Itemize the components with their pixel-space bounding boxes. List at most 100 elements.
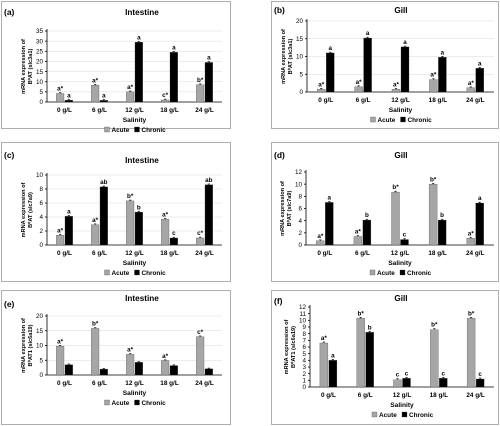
panel-border [1, 142, 231, 282]
bar-chronic [437, 219, 447, 246]
y-tick-label: 11 [299, 311, 306, 318]
significance-label: a* [127, 347, 134, 354]
significance-label: a* [468, 80, 475, 87]
significance-label: a* [317, 233, 324, 240]
significance-label: b* [358, 310, 365, 317]
legend-swatch-acute [104, 399, 110, 406]
bar-acute [430, 329, 439, 388]
bar-chronic [99, 100, 108, 103]
bar-acute [393, 379, 402, 388]
legend-label: Chronic [408, 117, 433, 124]
significance-label: b* [430, 176, 437, 183]
bar-acute [161, 99, 170, 103]
y-tick-label: 7 [302, 338, 306, 345]
significance-label: a* [162, 211, 169, 218]
x-tick-label: 12 g/L [125, 380, 144, 387]
significance-label: c [172, 230, 176, 237]
bar-acute [91, 224, 100, 246]
significance-label: b [137, 204, 141, 211]
bar-chronic [169, 365, 178, 376]
y-axis-label: mRNA expression ofB⁰AT1 (slc6a19) [21, 318, 34, 373]
x-tick-label: 18 g/L [430, 392, 449, 399]
significance-label: a [328, 45, 332, 52]
y-axis-label-line: mRNA expression of [280, 181, 286, 236]
bar-acute [91, 328, 100, 376]
significance-label: c [405, 370, 409, 377]
y-axis-label-line: mRNA expression of [21, 318, 27, 373]
x-axis-label: Salinity [123, 117, 147, 124]
y-tick-label: 2 [302, 371, 306, 378]
x-tick-label: 18 g/L [428, 250, 447, 257]
significance-label: b* [468, 310, 475, 317]
x-tick-label: 12 g/L [125, 107, 144, 114]
chart-title: Gill [394, 294, 407, 303]
y-tick-label: 0 [39, 99, 43, 106]
significance-label: a [67, 92, 71, 99]
bar-chronic [363, 37, 372, 93]
bar-chronic [204, 368, 213, 376]
chart-title: Intestine [125, 156, 159, 165]
x-tick-label: 24 g/L [466, 392, 485, 399]
bar-acute [466, 87, 475, 93]
panel-border [1, 290, 231, 425]
bar-acute [56, 345, 65, 376]
significance-label: b [440, 212, 444, 219]
significance-label: a [441, 49, 445, 56]
chart-title: Intestine [125, 294, 159, 303]
x-tick-label: 18 g/L [160, 250, 179, 257]
bar-chronic [325, 202, 334, 246]
y-axis-label-line: B⁰AT (slc3a1) [287, 39, 294, 75]
y-axis-label-line: mRNA expression of [284, 319, 290, 374]
y-tick-label: 0 [39, 372, 43, 379]
significance-label: a* [162, 353, 169, 360]
y-tick-label: 2 [298, 230, 302, 237]
bar-acute [391, 89, 401, 93]
bar-chronic [402, 378, 411, 388]
y-tick-label: 15 [296, 36, 304, 43]
y-tick-label: 10 [295, 181, 303, 188]
y-tick-label: 6 [39, 200, 43, 207]
legend-swatch-chronic [400, 116, 406, 123]
y-tick-label: 4 [39, 214, 43, 221]
significance-label: a [331, 352, 335, 359]
x-tick-label: 24 g/L [466, 97, 485, 104]
significance-label: b* [392, 184, 399, 191]
significance-label: a* [57, 86, 64, 93]
bar-acute [196, 84, 205, 103]
significance-label: a [403, 39, 407, 46]
significance-label: a [67, 208, 71, 215]
panel-letter: (d) [274, 150, 285, 160]
y-tick-label: 10 [36, 172, 44, 179]
y-tick-label: 0 [299, 89, 303, 96]
significance-label: a [478, 195, 482, 202]
x-tick-label: 12 g/L [393, 392, 412, 399]
y-tick-label: 15 [36, 69, 44, 76]
significance-label: b* [431, 322, 438, 329]
panel-border [1, 1, 231, 129]
bar-chronic [169, 237, 178, 246]
panel-border [271, 1, 499, 129]
significance-label: a* [393, 81, 400, 88]
significance-label: a* [318, 81, 325, 88]
y-tick-label: 25 [36, 48, 44, 55]
bar-chronic [134, 211, 143, 246]
significance-label: a* [92, 77, 99, 84]
bar-acute [56, 235, 65, 246]
chart-title: Gill [394, 6, 407, 15]
significance-label: a* [92, 217, 99, 224]
significance-label: c [403, 232, 407, 239]
bar-chronic [134, 362, 143, 376]
legend-swatch-acute [371, 411, 378, 418]
y-tick-label: 4 [298, 218, 302, 225]
x-axis-label: Salinity [123, 260, 147, 267]
legend-swatch-chronic [399, 269, 406, 276]
y-tick-label: 10 [299, 318, 307, 325]
bar-chronic [169, 52, 178, 103]
significance-label: a [366, 30, 370, 37]
significance-label: a [207, 55, 211, 62]
x-tick-label: 18 g/L [429, 97, 448, 104]
x-tick-label: 12 g/L [125, 250, 144, 257]
significance-label: b* [92, 321, 99, 328]
x-tick-label: 24 g/L [466, 250, 485, 257]
bar-acute [354, 86, 363, 93]
